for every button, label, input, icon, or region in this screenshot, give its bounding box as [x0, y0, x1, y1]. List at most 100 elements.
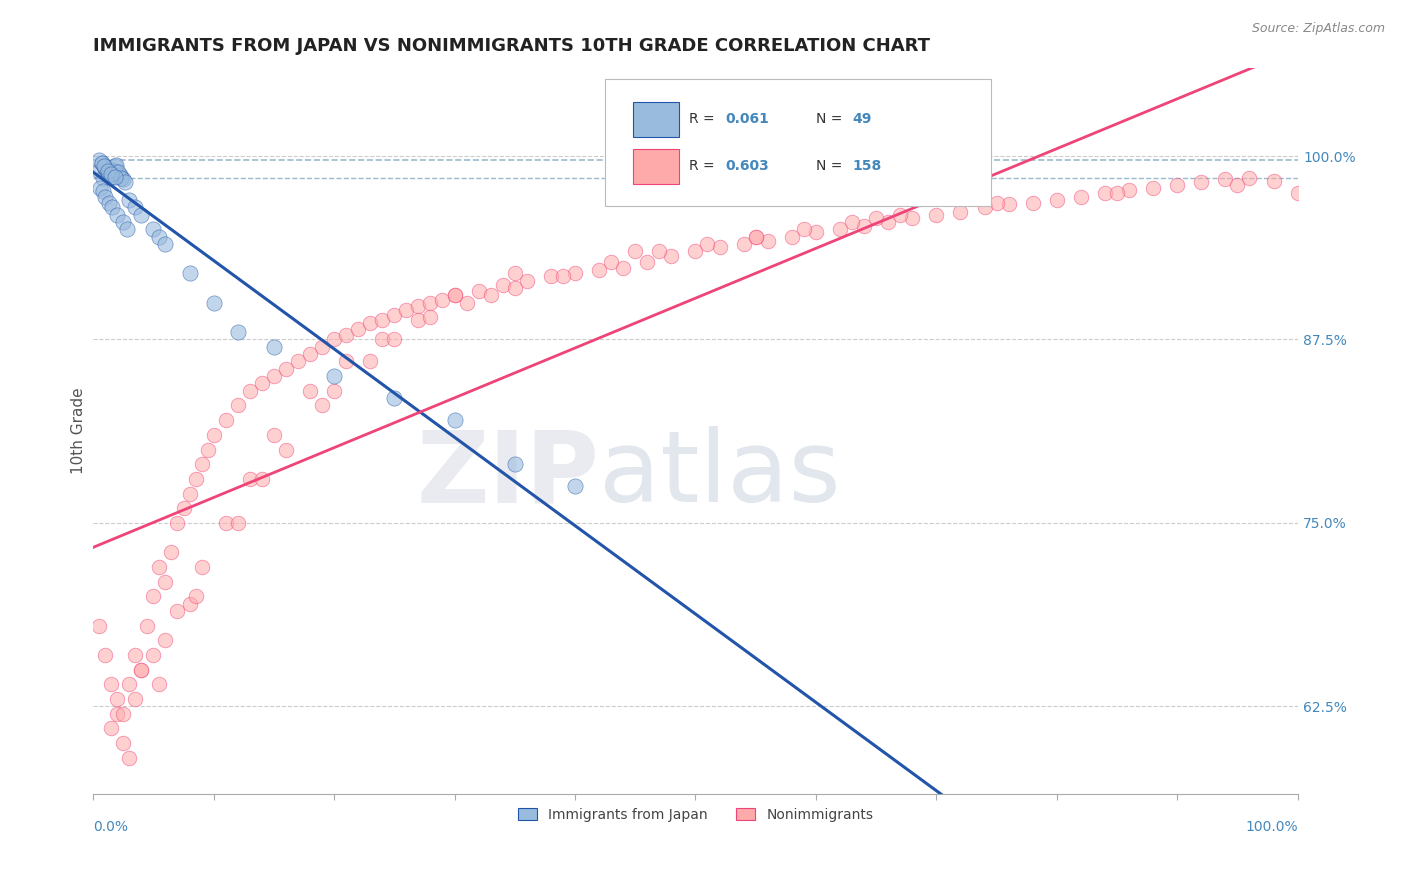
Point [323, 333, 346, 347]
Point [828, 222, 851, 236]
Point [853, 219, 876, 234]
Point [89, 618, 111, 632]
Point [100, 677, 122, 691]
Legend: Immigrants from Japan, Nonimmigrants: Immigrants from Japan, Nonimmigrants [512, 802, 879, 828]
Point [89, 181, 111, 195]
Point [479, 288, 502, 302]
Point [1226, 178, 1249, 193]
Point [636, 254, 658, 268]
Point [101, 200, 124, 214]
Text: 158: 158 [852, 159, 882, 173]
Point [1286, 186, 1309, 200]
Point [112, 215, 135, 229]
Point [274, 442, 297, 457]
Point [1105, 186, 1128, 200]
Point [443, 288, 465, 302]
Point [841, 215, 863, 229]
FancyBboxPatch shape [633, 102, 679, 137]
Point [112, 736, 135, 750]
Point [359, 354, 381, 368]
Point [142, 648, 165, 662]
Point [105, 706, 128, 721]
Point [112, 706, 135, 721]
Point [89, 163, 111, 178]
Point [1070, 190, 1092, 204]
Point [226, 399, 249, 413]
Point [96, 162, 118, 177]
Text: N =: N = [815, 159, 846, 173]
Point [419, 310, 441, 325]
Text: 0.0%: 0.0% [93, 820, 128, 834]
Point [93, 159, 115, 173]
Point [492, 278, 515, 293]
Point [184, 589, 207, 603]
Point [97, 167, 120, 181]
Point [263, 369, 285, 384]
Point [190, 560, 212, 574]
Point [263, 340, 285, 354]
Point [239, 384, 262, 398]
Point [1142, 181, 1164, 195]
Text: 100.0%: 100.0% [1246, 820, 1298, 834]
Point [108, 168, 131, 182]
Point [612, 260, 634, 275]
Point [516, 274, 538, 288]
Point [901, 211, 924, 225]
Point [148, 229, 170, 244]
Point [323, 384, 346, 398]
Point [136, 618, 159, 632]
Point [648, 244, 671, 259]
Point [1215, 172, 1237, 186]
Point [395, 303, 418, 318]
Point [179, 486, 201, 500]
Point [865, 211, 887, 225]
Point [709, 240, 731, 254]
Text: IMMIGRANTS FROM JAPAN VS NONIMMIGRANTS 10TH GRADE CORRELATION CHART: IMMIGRANTS FROM JAPAN VS NONIMMIGRANTS 1… [93, 37, 931, 55]
Point [793, 222, 815, 236]
Text: 49: 49 [852, 112, 872, 126]
Point [124, 692, 146, 706]
FancyBboxPatch shape [605, 78, 990, 206]
Point [298, 347, 321, 361]
FancyBboxPatch shape [633, 149, 679, 184]
Point [780, 229, 803, 244]
Text: N =: N = [815, 112, 846, 126]
Point [118, 677, 141, 691]
Point [551, 269, 574, 284]
Point [107, 165, 129, 179]
Point [104, 159, 127, 173]
Text: ZIP: ZIP [416, 426, 599, 524]
Point [142, 589, 165, 603]
Point [298, 384, 321, 398]
Point [100, 722, 122, 736]
Point [90, 156, 112, 170]
Point [600, 254, 623, 268]
Point [250, 376, 273, 391]
Point [148, 677, 170, 691]
Point [877, 215, 900, 229]
Point [155, 237, 177, 252]
Point [335, 354, 357, 368]
Point [1094, 186, 1116, 200]
Point [197, 442, 219, 457]
Point [89, 153, 111, 168]
Point [110, 171, 132, 186]
Point [659, 249, 682, 263]
Point [311, 340, 333, 354]
Point [105, 165, 128, 179]
Point [744, 229, 766, 244]
Point [540, 269, 562, 284]
Point [382, 333, 405, 347]
Point [1239, 171, 1261, 186]
Point [100, 169, 122, 184]
Point [91, 184, 114, 198]
Point [1046, 193, 1069, 207]
Point [179, 267, 201, 281]
Point [124, 200, 146, 214]
Point [97, 167, 120, 181]
Point [215, 413, 238, 427]
Point [432, 293, 454, 307]
Point [94, 161, 117, 175]
Text: 0.061: 0.061 [725, 112, 769, 126]
Y-axis label: 10th Grade: 10th Grade [72, 388, 86, 475]
